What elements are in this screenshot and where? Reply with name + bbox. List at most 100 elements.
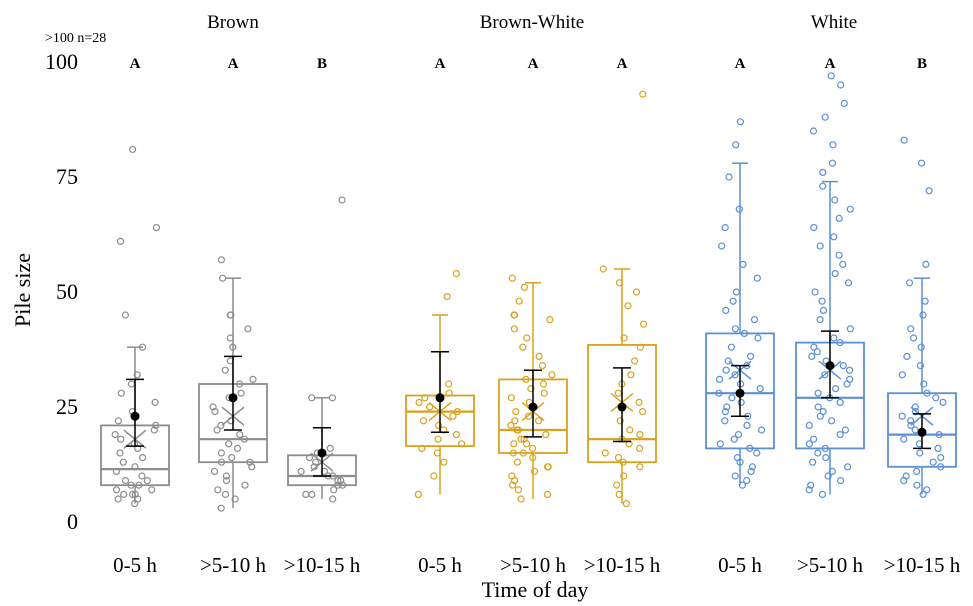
data-point xyxy=(421,394,429,402)
data-point xyxy=(150,426,158,434)
data-point xyxy=(507,421,515,429)
data-point xyxy=(334,477,342,485)
category-label: 0-5 h xyxy=(113,553,157,577)
data-point xyxy=(905,279,914,287)
data-point xyxy=(517,435,525,443)
data-point xyxy=(716,440,724,448)
data-point xyxy=(819,408,827,416)
data-point xyxy=(929,458,937,466)
data-point xyxy=(923,389,931,397)
data-point xyxy=(805,421,813,429)
data-point xyxy=(248,463,256,471)
data-point xyxy=(843,463,852,471)
panel-brown-white: Brown-White A 0-5 h A >5-10 h A >10-15 h xyxy=(405,12,661,577)
data-point xyxy=(828,467,836,475)
data-point xyxy=(903,352,911,360)
data-point xyxy=(624,302,632,310)
data-point xyxy=(620,472,628,480)
data-point xyxy=(809,127,818,135)
y-tick-label: 50 xyxy=(56,279,78,304)
estimated-mean-point xyxy=(528,402,538,412)
data-point xyxy=(415,398,423,406)
data-point xyxy=(747,467,755,475)
panel-brown: Brown A 0-5 h A >5-10 h B >10-15 h xyxy=(100,12,361,577)
box-2: A >10-15 h xyxy=(584,56,661,577)
data-point xyxy=(528,444,537,452)
data-point xyxy=(639,320,648,328)
data-point xyxy=(453,408,461,416)
estimated-mean-point xyxy=(917,427,927,437)
data-point xyxy=(543,490,552,498)
data-point xyxy=(120,490,128,498)
data-point xyxy=(898,371,906,379)
data-point xyxy=(939,398,947,406)
data-point xyxy=(907,325,915,333)
data-point xyxy=(116,237,125,245)
data-point xyxy=(626,426,634,434)
data-point xyxy=(226,334,234,342)
data-point xyxy=(221,366,229,374)
data-point xyxy=(743,477,751,485)
data-point xyxy=(831,385,840,393)
data-point xyxy=(730,435,738,443)
box-0: A 0-5 h xyxy=(100,56,170,577)
data-point xyxy=(246,458,254,466)
data-point xyxy=(620,334,628,342)
data-point xyxy=(731,472,739,480)
data-point xyxy=(535,352,543,360)
data-point xyxy=(841,426,850,434)
data-point xyxy=(912,467,921,475)
significance-letter: A xyxy=(435,56,446,72)
data-point xyxy=(133,371,141,379)
data-point xyxy=(548,371,556,379)
data-point xyxy=(829,141,837,149)
data-point xyxy=(523,334,531,342)
data-point xyxy=(807,481,815,489)
data-point xyxy=(308,394,316,402)
data-point xyxy=(837,81,845,89)
data-point xyxy=(917,343,925,351)
data-point xyxy=(616,417,624,425)
data-point xyxy=(514,486,523,494)
data-point xyxy=(743,421,751,429)
data-point xyxy=(312,458,320,466)
data-point xyxy=(228,454,236,462)
category-label: >5-10 h xyxy=(200,553,267,577)
data-point xyxy=(923,486,931,494)
data-point xyxy=(731,371,739,379)
data-point xyxy=(805,486,813,494)
data-point xyxy=(544,463,552,471)
panel-title: Brown xyxy=(207,12,259,33)
estimated-mean-point xyxy=(435,393,445,403)
data-point xyxy=(112,467,121,475)
data-point xyxy=(722,306,730,314)
data-point xyxy=(517,495,525,503)
data-point xyxy=(810,343,818,351)
data-point xyxy=(737,398,745,406)
data-point xyxy=(121,477,130,485)
data-point xyxy=(612,481,621,489)
data-point xyxy=(756,385,764,393)
data-point xyxy=(922,260,930,268)
data-point xyxy=(217,256,225,264)
data-point xyxy=(835,251,843,259)
data-point xyxy=(328,394,336,402)
data-point xyxy=(814,389,822,397)
category-label: 0-5 h xyxy=(418,553,462,577)
data-point xyxy=(809,435,818,443)
data-point xyxy=(433,449,441,457)
y-axis: 0 25 50 75 100 xyxy=(45,49,78,534)
y-axis-title: Pile size xyxy=(10,253,35,327)
data-point xyxy=(217,449,225,457)
data-point xyxy=(724,357,732,365)
data-point xyxy=(936,463,945,471)
data-point xyxy=(839,260,847,268)
data-point xyxy=(734,431,743,439)
data-point xyxy=(638,408,647,416)
data-point xyxy=(729,297,737,305)
data-point xyxy=(614,389,622,397)
data-point xyxy=(308,490,316,498)
data-point xyxy=(739,260,747,268)
data-point xyxy=(920,380,928,388)
data-point xyxy=(808,352,816,360)
